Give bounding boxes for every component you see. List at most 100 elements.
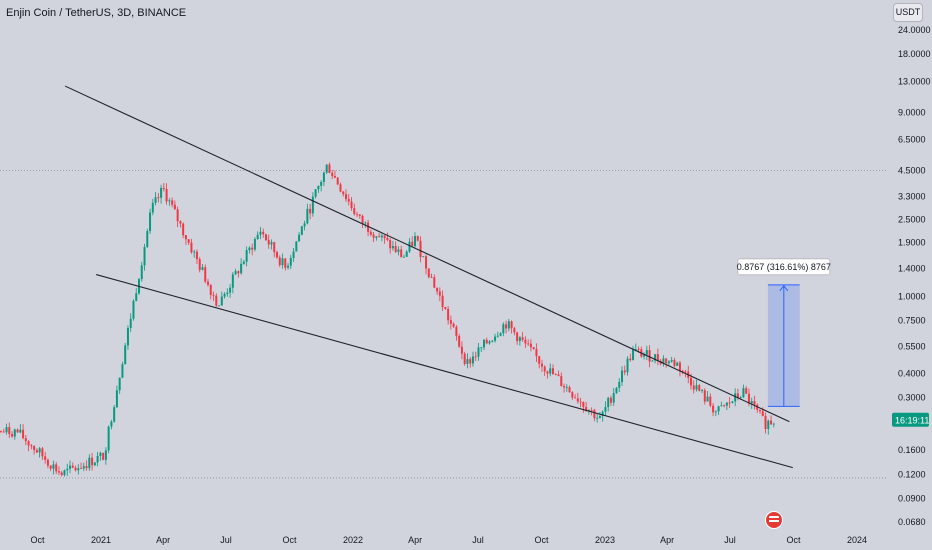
candle-body-208 (574, 397, 577, 399)
candle-body-16 (44, 456, 47, 460)
candle-body-195 (538, 356, 541, 364)
candle-body-151 (416, 236, 419, 241)
candle-body-212 (585, 407, 588, 412)
y-tick-label-10: 1.0000 (898, 292, 926, 302)
candle-body-42 (115, 390, 118, 408)
candle-body-268 (739, 397, 742, 398)
trendline-lower (96, 274, 793, 469)
candle-body-56 (154, 197, 157, 203)
candle-body-52 (143, 247, 146, 266)
candle-body-100 (276, 252, 278, 258)
candle-body-244 (673, 360, 676, 366)
candle-body-158 (436, 287, 439, 292)
candle-body-153 (422, 256, 425, 258)
candle-body-210 (579, 401, 582, 403)
candle-body-136 (375, 236, 378, 238)
candle-body-123 (339, 184, 342, 192)
candle-body-234 (645, 350, 648, 355)
candle-body-62 (171, 200, 174, 205)
candle-body-140 (386, 238, 389, 241)
candle-body-172 (474, 356, 477, 358)
candle-body-15 (41, 448, 44, 457)
candle-body-243 (670, 360, 673, 362)
currency-button[interactable]: USDT (893, 3, 923, 22)
candle-body-188 (518, 337, 521, 342)
candle-body-72 (198, 259, 201, 270)
price-axis: 24.0000 18.0000 13.0000 9.0000 6.5000 4.5000 3… (892, 25, 931, 527)
candle-body-17 (46, 459, 49, 466)
candle-body-258 (712, 405, 715, 413)
candle-body-34 (93, 462, 96, 466)
candle-body-183 (505, 324, 508, 329)
candle-body-264 (728, 402, 731, 404)
candle-body-60 (165, 189, 168, 202)
candle-body-209 (576, 398, 579, 402)
candle-body-26 (71, 465, 74, 468)
candle-body-278 (767, 420, 770, 429)
candle-body-272 (750, 401, 753, 404)
y-tick-label-18: 0.0900 (898, 493, 926, 503)
candle-body-49 (135, 293, 138, 301)
candle-body-111 (306, 208, 309, 224)
x-tick-label-3: Jul (220, 535, 232, 545)
candle-body-203 (560, 376, 563, 386)
candle-body-92 (253, 239, 256, 250)
candle-body-118 (325, 164, 328, 173)
candle-body-38 (104, 450, 107, 460)
y-tick-label-7: 2.5000 (898, 215, 926, 225)
candle-body-128 (353, 208, 356, 215)
candle-body-29 (80, 468, 83, 470)
candle-body-197 (543, 366, 546, 372)
candle-body-84 (231, 274, 234, 288)
candle-body-163 (449, 320, 452, 324)
candle-body-81 (223, 293, 226, 297)
candle-body-23 (63, 470, 66, 476)
candle-body-10 (27, 441, 30, 446)
candle-body-222 (612, 393, 615, 403)
candle-body-204 (563, 385, 566, 388)
candle-body-122 (336, 177, 339, 185)
candle-body-185 (510, 321, 513, 329)
candle-body-220 (607, 397, 610, 408)
candle-body-63 (173, 204, 176, 210)
candle-body-53 (146, 231, 149, 248)
y-tick-label-17: 0.1200 (898, 469, 926, 479)
x-tick-label-6: Apr (408, 535, 422, 545)
price-range-label-bg (737, 258, 831, 276)
candle-body-109 (300, 226, 303, 235)
candle-body-14 (38, 448, 41, 453)
candle-body-192 (529, 343, 532, 348)
candle-body-97 (267, 240, 270, 245)
y-tick-label-19: 0.0680 (898, 517, 926, 527)
candle-body-174 (480, 347, 483, 349)
candle-body-59 (162, 187, 165, 190)
candle-body-51 (140, 265, 143, 280)
candle-body-168 (463, 353, 466, 364)
candle-body-238 (656, 354, 659, 361)
candle-body-135 (372, 234, 375, 238)
y-tick-label-0: 24.0000 (898, 25, 931, 35)
candle-body-206 (568, 387, 571, 393)
candle-body-119 (328, 164, 331, 173)
y-tick-label-4: 6.5000 (898, 135, 926, 145)
candle-body-95 (262, 231, 265, 235)
candle-body-266 (734, 393, 737, 402)
candle-body-46 (126, 327, 129, 346)
candle-body-149 (411, 241, 414, 247)
y-tick-label-2: 13.0000 (898, 76, 931, 86)
candle-body-240 (662, 358, 665, 364)
candle-body-148 (408, 241, 411, 252)
current-price-badge (892, 412, 929, 427)
us-flag-event-icon[interactable] (765, 511, 783, 529)
candle-body-75 (207, 281, 209, 285)
candle-body-190 (524, 339, 527, 344)
candle-body-262 (723, 405, 726, 407)
candle-body-103 (284, 258, 287, 268)
candle-body-77 (212, 294, 215, 296)
candle-body-144 (397, 249, 400, 252)
candle-body-71 (195, 251, 198, 260)
y-tick-label-3: 9.0000 (898, 107, 926, 117)
candle-body-152 (419, 240, 422, 258)
candle-body-160 (441, 295, 444, 308)
